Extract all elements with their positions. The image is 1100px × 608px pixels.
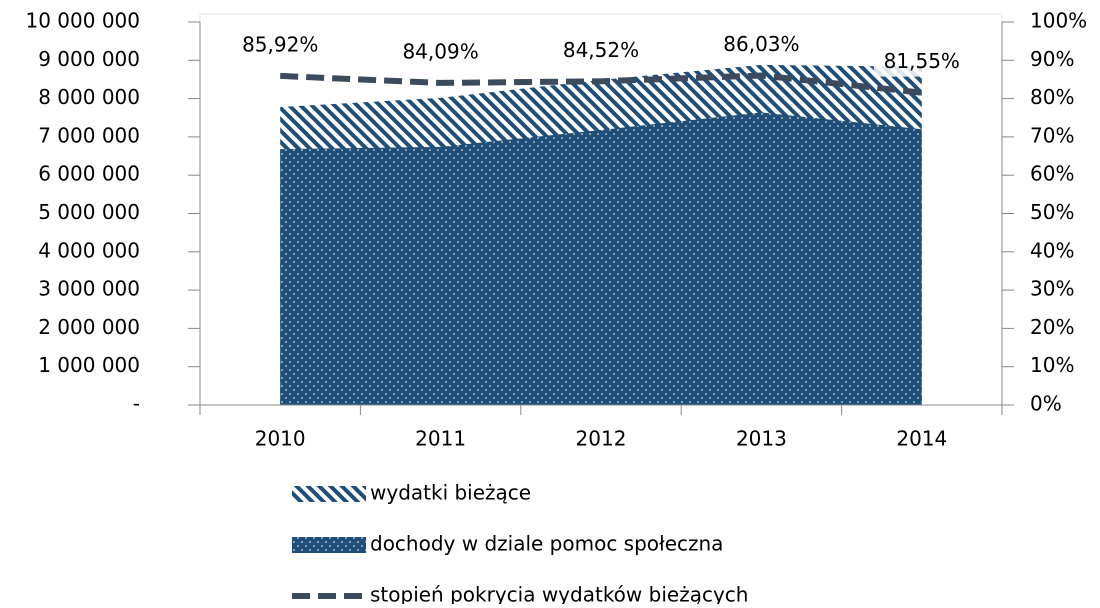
- y-tick-label: -: [133, 392, 140, 416]
- y2-tick-label: 30%: [1030, 277, 1074, 301]
- data-label-bg: [392, 38, 489, 67]
- y-tick-label: 7 000 000: [38, 123, 140, 147]
- y2-tick-label: 20%: [1030, 315, 1074, 339]
- y2-tick-label: 40%: [1030, 238, 1074, 262]
- legend-label: wydatki bieżące: [370, 481, 531, 505]
- data-label-bg: [873, 48, 970, 77]
- x-tick-label: 2012: [576, 427, 627, 451]
- y-tick-label: 2 000 000: [38, 315, 140, 339]
- line: [280, 72, 923, 96]
- x-tick-label: 2011: [415, 427, 466, 451]
- x-tick-label: 2014: [896, 427, 947, 451]
- y-tick-label: 6 000 000: [38, 162, 140, 186]
- data-label: 84,52%: [563, 38, 639, 62]
- x-tick-label: 2013: [736, 427, 787, 451]
- y-tick-label: 3 000 000: [38, 277, 140, 301]
- y2-tick-label: 70%: [1030, 123, 1074, 147]
- y-tick-label: 9 000 000: [38, 47, 140, 71]
- y2-tick-label: 80%: [1030, 85, 1074, 109]
- data-label-bg: [553, 37, 649, 66]
- y2-tick-label: 10%: [1030, 353, 1074, 377]
- x-tick-label: 2010: [255, 427, 306, 451]
- data-label: 86,03%: [723, 32, 799, 56]
- data-label: 84,09%: [402, 39, 478, 63]
- y2-tick-label: 60%: [1030, 162, 1074, 186]
- legend-label: dochody w dziale pomoc społeczna: [370, 532, 723, 556]
- y2-tick-label: 100%: [1030, 9, 1087, 33]
- data-label: 85,92%: [242, 32, 318, 56]
- y-tick-label: 4 000 000: [38, 238, 140, 262]
- area: [280, 112, 922, 405]
- y-tick-label: 5 000 000: [38, 200, 140, 224]
- y2-tick-label: 0%: [1030, 392, 1062, 416]
- y-tick-label: 10 000 000: [25, 9, 140, 33]
- data-label-bg: [232, 31, 329, 60]
- y2-tick-label: 90%: [1030, 47, 1074, 71]
- y2-tick-label: 50%: [1030, 200, 1074, 224]
- data-label-bg: [713, 31, 810, 60]
- legend-swatch: [292, 486, 366, 502]
- y-tick-label: 8 000 000: [38, 85, 140, 109]
- legend-label: stopień pokrycia wydatków bieżących: [370, 583, 748, 605]
- y-tick-label: 1 000 000: [38, 353, 140, 377]
- legend-swatch: [292, 537, 366, 553]
- data-label: 81,55%: [884, 49, 960, 73]
